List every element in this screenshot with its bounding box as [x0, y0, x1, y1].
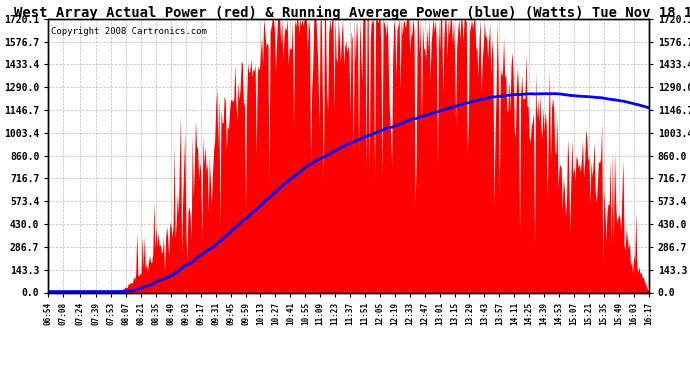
Text: West Array Actual Power (red) & Running Average Power (blue) (Watts) Tue Nov 18 : West Array Actual Power (red) & Running …	[14, 6, 690, 20]
Text: Copyright 2008 Cartronics.com: Copyright 2008 Cartronics.com	[51, 27, 207, 36]
